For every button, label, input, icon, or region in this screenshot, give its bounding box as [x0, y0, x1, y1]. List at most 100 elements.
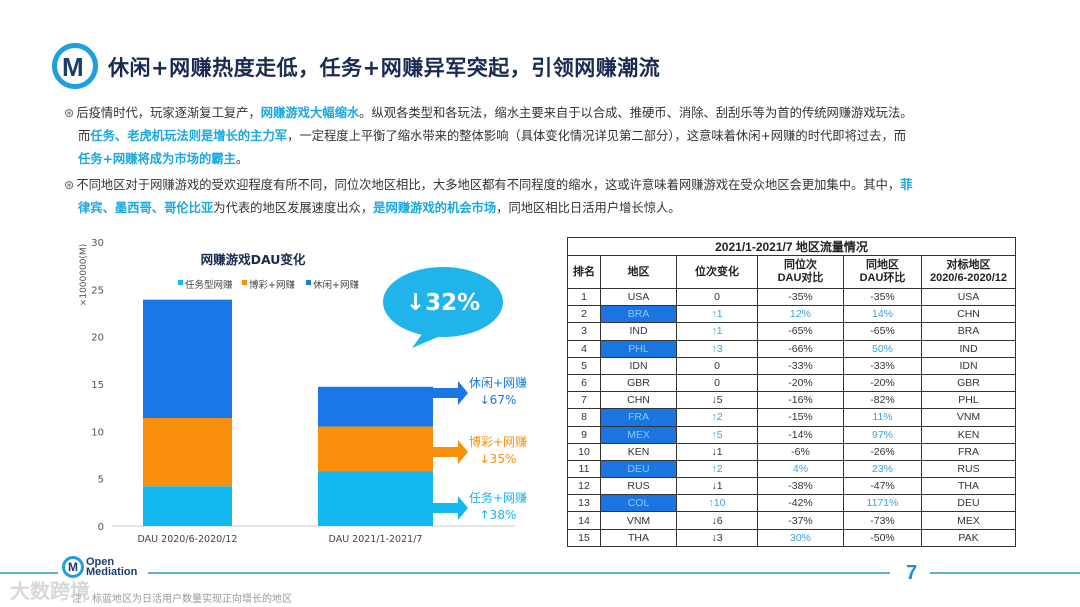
- table-cell: ↓1: [676, 477, 758, 496]
- table-cell: IDN: [600, 356, 677, 375]
- table-cell: -37%: [757, 511, 844, 530]
- table-row: 14 VNM ↓6 -37% -73% MEX: [567, 511, 1016, 530]
- table-cell: -20%: [757, 373, 844, 393]
- highlight-text: 是网赚游戏的机会市场: [373, 201, 497, 215]
- table-cell: ↑10: [676, 494, 758, 513]
- table-cell: PAK: [921, 528, 1016, 547]
- annotation-change: ↓67%: [480, 393, 517, 407]
- callout-text: ↓32%: [406, 290, 480, 316]
- table-cell: ↑1: [676, 305, 758, 324]
- table-cell: -6%: [757, 442, 844, 461]
- y-tick-label: 5: [98, 475, 104, 486]
- y-tick-label: 10: [91, 427, 104, 438]
- page-number: 7: [906, 562, 918, 584]
- table-cell: 14: [567, 511, 601, 530]
- table-cell: -65%: [843, 322, 922, 341]
- table-cell: VNM: [600, 511, 677, 530]
- table-row: 12 RUS ↓1 -38% -47% THA: [567, 477, 1016, 496]
- table-row: 3 IND ↑1 -65% -65% BRA: [567, 322, 1016, 341]
- table-cell: DEU: [600, 459, 677, 479]
- table-row: 7 CHN ↓5 -16% -82% PHL: [567, 391, 1016, 410]
- paragraph-2-line-2: 律宾、墨西哥、哥伦比亚为代表的地区发展速度出众，是网赚游戏的机会市场，同地区相比…: [78, 197, 681, 220]
- y-tick-label: 0: [98, 522, 104, 533]
- annotation-label: 博彩+网赚: [469, 434, 527, 449]
- body-text: 为代表的地区发展速度出众，: [213, 201, 374, 215]
- table-row: 10 KEN ↓1 -6% -26% FRA: [567, 442, 1016, 461]
- table-cell: IDN: [921, 356, 1016, 375]
- column-header: 对标地区 2020/6-2020/12: [921, 255, 1016, 289]
- footer-logo: M Open Mediation: [62, 556, 137, 578]
- table-cell: GBR: [600, 373, 677, 393]
- table-cell: ↑1: [676, 322, 758, 341]
- table-cell: ↓3: [676, 528, 758, 547]
- table-cell: BRA: [600, 305, 677, 324]
- table-cell: 0: [676, 373, 758, 393]
- table-row: 1 USA 0 -35% -35% USA: [567, 287, 1016, 307]
- footnote: 注：标蓝地区为日活用户数量实现正向增长的地区: [72, 594, 292, 605]
- table-cell: DEU: [921, 494, 1016, 513]
- bullet-icon: ⊛: [64, 178, 75, 192]
- table-cell: MEX: [600, 425, 677, 444]
- column-header: 同位次 DAU对比: [757, 255, 844, 289]
- bar-segment: [143, 418, 232, 487]
- body-text: 。: [235, 152, 249, 166]
- table-cell: 12%: [757, 305, 844, 324]
- y-tick-label: 30: [91, 238, 104, 249]
- y-tick-label: 20: [91, 333, 104, 344]
- table-cell: 11: [567, 459, 601, 479]
- column-header: 排名: [567, 255, 601, 289]
- legend-swatch: [306, 280, 311, 285]
- table-cell: ↑2: [676, 459, 758, 479]
- table-cell: ↓6: [676, 511, 758, 530]
- table-cell: -66%: [757, 339, 844, 358]
- arrow-icon: [433, 381, 468, 405]
- watermark: 大数跨境: [10, 579, 90, 603]
- body-text: ，同地区相比日活用户增长惊人。: [496, 201, 681, 215]
- legend-swatch: [242, 280, 247, 285]
- table-cell: BRA: [921, 322, 1016, 341]
- footer-divider: [148, 572, 890, 574]
- bar-segment: [143, 299, 232, 419]
- callout-bubble: [383, 267, 503, 337]
- body-text: 而: [78, 129, 91, 143]
- column-header: 同地区 DAU环比: [843, 255, 922, 289]
- table-cell: 97%: [843, 425, 922, 444]
- table-row: 4 PHL ↑3 -66% 50% IND: [567, 339, 1016, 358]
- table-cell: 4: [567, 339, 601, 358]
- table-row: 6 GBR 0 -20% -20% GBR: [567, 373, 1016, 393]
- table-cell: -15%: [757, 408, 844, 427]
- table-cell: FRA: [921, 442, 1016, 461]
- table-cell: ↑3: [676, 339, 758, 358]
- arrow-icon: [433, 440, 468, 464]
- table-cell: USA: [921, 287, 1016, 307]
- table-cell: KEN: [600, 442, 677, 461]
- table-row: 15 THA ↓3 30% -50% PAK: [567, 528, 1016, 547]
- table-cell: 11%: [843, 408, 922, 427]
- table-row: 5 IDN 0 -33% -33% IDN: [567, 356, 1016, 375]
- table-cell: 2: [567, 305, 601, 324]
- table-cell: 4%: [757, 459, 844, 479]
- chart-title: 网赚游戏DAU变化: [201, 252, 306, 267]
- table-cell: VNM: [921, 408, 1016, 427]
- table-cell: COL: [600, 494, 677, 513]
- legend-label: 任务型网赚: [185, 279, 233, 291]
- footer-logo-mark: M: [62, 556, 84, 578]
- y-tick-label: 15: [91, 380, 104, 391]
- table-cell: IND: [921, 339, 1016, 358]
- x-tick-label: DAU 2020/6-2020/12: [138, 534, 238, 545]
- bar-segment: [318, 426, 433, 472]
- annotation-change: ↓35%: [480, 452, 517, 466]
- highlight-text: 网赚游戏大幅缩水: [260, 106, 360, 120]
- table-cell: -38%: [757, 477, 844, 496]
- table-cell: -33%: [757, 356, 844, 375]
- table-cell: KEN: [921, 425, 1016, 444]
- table-cell: 1: [567, 287, 601, 307]
- table-cell: PHL: [600, 339, 677, 358]
- bullet-icon: ⊛: [64, 106, 75, 120]
- table-cell: 6: [567, 373, 601, 393]
- table-cell: 0: [676, 287, 758, 307]
- arrow-icon: [433, 496, 468, 520]
- table-cell: 14%: [843, 305, 922, 324]
- table-cell: 10: [567, 442, 601, 461]
